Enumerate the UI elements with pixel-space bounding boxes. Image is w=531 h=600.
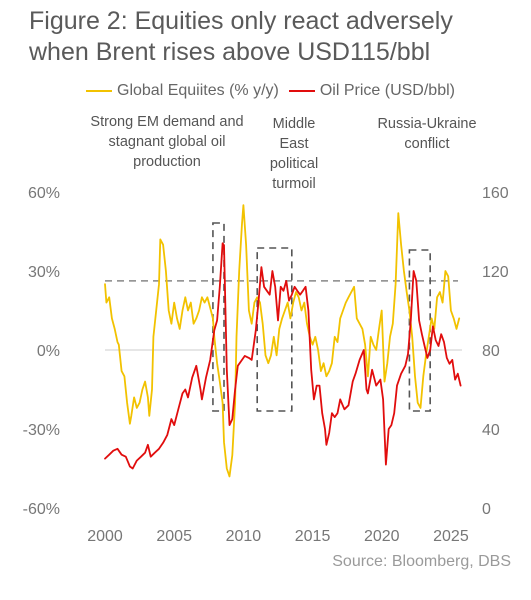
x-tick-label: 2010 (226, 528, 262, 545)
chart-title: Figure 2: Equities only react adversely … (29, 6, 489, 68)
chart-title-line-2: when Brent rises above USD115/bbl (29, 38, 431, 66)
y-right-tick-label: 160 (482, 185, 509, 202)
legend-item-oil: Oil Price (USD/bbl) (288, 82, 455, 100)
y-right-tick-label: 40 (482, 422, 500, 439)
legend-swatch-oil (288, 90, 315, 92)
y-left-tick-label: 30% (28, 264, 60, 281)
annotation-middle-east: Middle East political turmoil (269, 116, 319, 192)
x-tick-label: 2020 (364, 528, 400, 545)
legend-label-oil: Oil Price (USD/bbl) (319, 82, 455, 99)
x-tick-label: 2000 (87, 528, 123, 545)
y-right-tick-label: 0 (482, 501, 491, 518)
source-note: Source: Bloomberg, DBS (332, 553, 511, 570)
chart-legend: Global Equiites (% y/y) Oil Price (USD/b… (86, 82, 465, 100)
axes-layer: 60% 30% 0% -30% -60% 160 120 80 40 0 2000 2005 2010 2… (23, 185, 509, 545)
x-tick-label: 2005 (156, 528, 192, 545)
oil-series-line (104, 242, 462, 470)
legend-item-equities: Global Equiites (% y/y) (86, 82, 279, 100)
y-left-tick-label: -60% (23, 501, 60, 518)
y-left-tick-label: 60% (28, 185, 60, 202)
annotation-em-demand: Strong EM demand and stagnant global oil… (90, 114, 244, 170)
highlight-box (256, 247, 293, 412)
x-tick-label: 2025 (433, 528, 469, 545)
legend-swatch-equities (86, 90, 112, 92)
y-left-tick-label: 0% (37, 343, 60, 360)
y-left-tick-label: -30% (23, 422, 60, 439)
annotation-russia-ukraine: Russia-Ukraine conflict (377, 116, 477, 152)
y-right-tick-label: 120 (482, 264, 509, 281)
series-layer (104, 204, 462, 478)
equities-series-line (104, 204, 461, 478)
chart-title-line-1: Figure 2: Equities only react adversely (29, 7, 453, 35)
x-tick-label: 2015 (295, 528, 331, 545)
legend-label-equities: Global Equiites (% y/y) (117, 82, 279, 99)
y-right-tick-label: 80 (482, 343, 500, 360)
